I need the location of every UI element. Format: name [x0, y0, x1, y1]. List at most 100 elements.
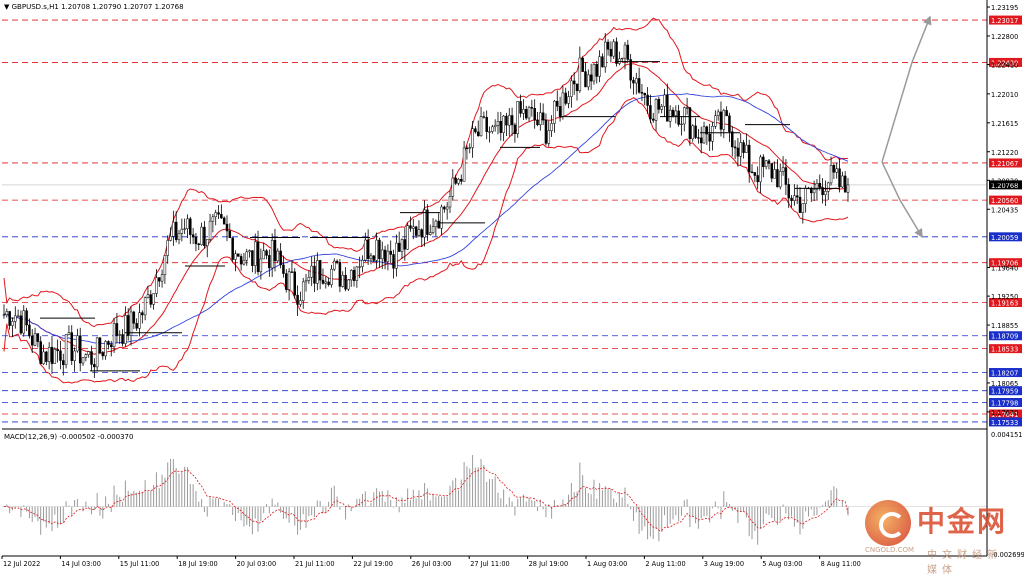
- candle[interactable]: [347, 279, 350, 290]
- candle[interactable]: [793, 195, 796, 201]
- candle[interactable]: [824, 191, 827, 196]
- candle[interactable]: [327, 281, 330, 285]
- candle[interactable]: [62, 360, 65, 366]
- candle[interactable]: [705, 126, 709, 135]
- candle[interactable]: [81, 357, 85, 364]
- candle[interactable]: [158, 277, 161, 282]
- candle[interactable]: [296, 294, 299, 305]
- candle[interactable]: [36, 333, 40, 342]
- candle[interactable]: [683, 107, 686, 125]
- candle[interactable]: [541, 112, 545, 121]
- candle[interactable]: [739, 142, 742, 157]
- candle[interactable]: [434, 220, 438, 227]
- candle[interactable]: [25, 310, 28, 326]
- candle[interactable]: [191, 234, 195, 238]
- candle[interactable]: [448, 196, 452, 208]
- candle[interactable]: [714, 115, 717, 127]
- candle[interactable]: [818, 183, 822, 188]
- candle[interactable]: [843, 175, 847, 193]
- candle[interactable]: [835, 168, 838, 173]
- candle[interactable]: [335, 260, 339, 263]
- candle[interactable]: [423, 209, 426, 238]
- candle[interactable]: [39, 341, 42, 365]
- candle[interactable]: [499, 121, 503, 133]
- candle[interactable]: [691, 125, 694, 139]
- candle[interactable]: [107, 341, 110, 345]
- candle[interactable]: [14, 315, 17, 322]
- candle[interactable]: [412, 226, 415, 229]
- candle[interactable]: [612, 41, 615, 57]
- candle[interactable]: [570, 80, 573, 97]
- candle[interactable]: [756, 175, 759, 183]
- candle[interactable]: [67, 332, 71, 335]
- candle[interactable]: [767, 160, 771, 164]
- candle[interactable]: [572, 80, 576, 85]
- candle[interactable]: [595, 64, 599, 77]
- candle[interactable]: [493, 124, 497, 128]
- candle[interactable]: [375, 239, 378, 261]
- candle[interactable]: [829, 165, 833, 184]
- candle[interactable]: [11, 321, 14, 326]
- candle[interactable]: [471, 128, 474, 148]
- candle[interactable]: [462, 147, 466, 182]
- candle[interactable]: [273, 239, 277, 262]
- candle[interactable]: [2, 314, 6, 316]
- candle[interactable]: [19, 315, 23, 334]
- candle[interactable]: [666, 94, 669, 122]
- candle[interactable]: [508, 115, 511, 126]
- candle[interactable]: [115, 323, 119, 336]
- candle[interactable]: [440, 206, 443, 229]
- candle[interactable]: [750, 171, 754, 173]
- candle[interactable]: [248, 250, 251, 253]
- candle[interactable]: [33, 333, 37, 346]
- candle[interactable]: [437, 220, 440, 229]
- candle[interactable]: [426, 209, 429, 235]
- candle[interactable]: [358, 266, 361, 268]
- candle[interactable]: [524, 108, 528, 119]
- candle[interactable]: [169, 236, 172, 241]
- candle[interactable]: [561, 92, 565, 117]
- candle[interactable]: [584, 71, 587, 88]
- candle[interactable]: [544, 119, 548, 144]
- candle[interactable]: [722, 110, 726, 130]
- candle[interactable]: [674, 110, 678, 117]
- candle[interactable]: [239, 256, 243, 265]
- candle[interactable]: [146, 294, 150, 298]
- candle[interactable]: [460, 178, 463, 182]
- candle[interactable]: [420, 229, 424, 238]
- candle[interactable]: [301, 281, 305, 301]
- candle[interactable]: [22, 310, 26, 334]
- candle[interactable]: [745, 144, 748, 153]
- candle[interactable]: [132, 311, 136, 324]
- candle[interactable]: [468, 147, 472, 149]
- candle[interactable]: [519, 101, 522, 114]
- candle[interactable]: [389, 250, 392, 255]
- candle[interactable]: [392, 254, 395, 269]
- candle[interactable]: [671, 109, 675, 117]
- candle[interactable]: [84, 354, 88, 358]
- candle[interactable]: [795, 195, 799, 198]
- candle[interactable]: [815, 183, 819, 190]
- candle[interactable]: [268, 255, 271, 269]
- candle[interactable]: [417, 229, 421, 236]
- candle[interactable]: [711, 125, 714, 142]
- candle[interactable]: [620, 57, 624, 60]
- candle[interactable]: [733, 146, 737, 149]
- candle[interactable]: [832, 165, 836, 173]
- candle[interactable]: [163, 255, 167, 275]
- candlesticks[interactable]: [2, 33, 850, 378]
- candle[interactable]: [285, 273, 288, 290]
- candle[interactable]: [56, 349, 59, 352]
- candle[interactable]: [395, 242, 398, 269]
- candle[interactable]: [259, 258, 263, 273]
- candle[interactable]: [747, 144, 751, 173]
- candle[interactable]: [790, 197, 793, 201]
- candle[interactable]: [383, 249, 387, 262]
- candle[interactable]: [810, 188, 813, 194]
- candle[interactable]: [143, 297, 147, 316]
- candle[interactable]: [234, 253, 237, 260]
- candle[interactable]: [589, 74, 593, 82]
- candle[interactable]: [846, 184, 850, 193]
- candle[interactable]: [567, 96, 570, 104]
- candle[interactable]: [776, 169, 779, 188]
